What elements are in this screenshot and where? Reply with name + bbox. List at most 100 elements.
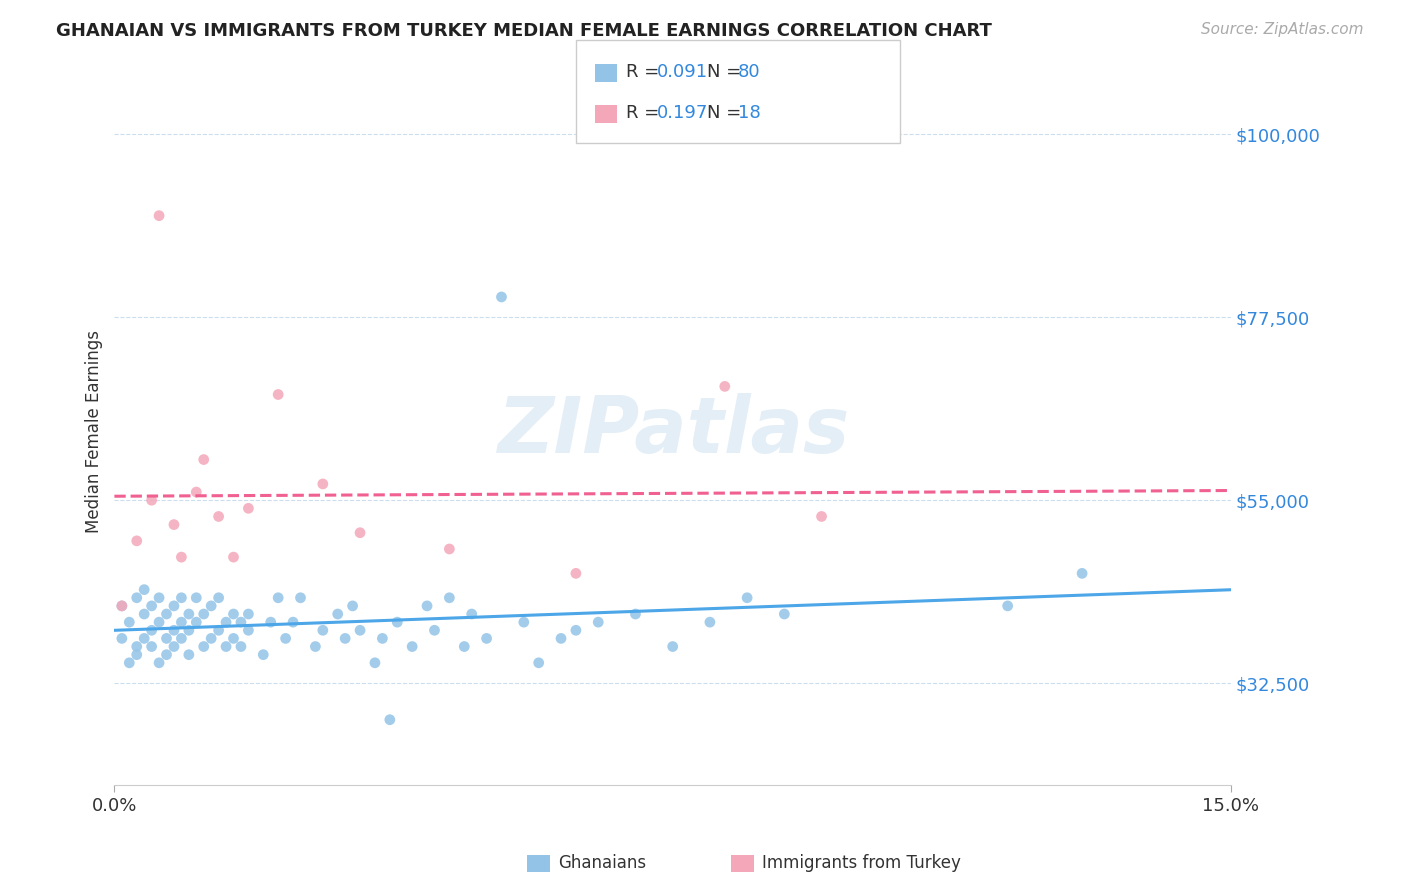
Point: [215, 640, 238, 654]
Text: N =: N =: [707, 104, 747, 122]
Point: [378, 713, 401, 727]
Point: [401, 640, 423, 654]
Point: [215, 615, 238, 629]
Point: [118, 656, 141, 670]
Point: [810, 509, 832, 524]
Point: [111, 632, 134, 646]
Point: [222, 632, 245, 646]
Point: [207, 591, 229, 605]
Point: [229, 615, 252, 629]
Point: [186, 485, 208, 500]
Point: [141, 599, 163, 613]
Text: 80: 80: [738, 63, 761, 81]
Point: [661, 640, 683, 654]
Text: R =: R =: [626, 63, 665, 81]
Point: [312, 624, 335, 638]
Point: [200, 632, 222, 646]
Point: [111, 599, 134, 613]
Text: Source: ZipAtlas.com: Source: ZipAtlas.com: [1201, 22, 1364, 37]
Point: [193, 452, 215, 467]
Point: [333, 632, 356, 646]
Point: [177, 624, 200, 638]
Text: 0.091: 0.091: [657, 63, 707, 81]
Point: [229, 640, 252, 654]
Point: [423, 624, 446, 638]
Point: [349, 525, 371, 540]
Point: [125, 648, 148, 662]
Point: [565, 624, 588, 638]
Point: [565, 566, 588, 581]
Y-axis label: Median Female Earnings: Median Female Earnings: [86, 330, 103, 533]
Point: [475, 632, 498, 646]
Point: [163, 640, 186, 654]
Point: [527, 656, 550, 670]
Text: ZIPatlas: ZIPatlas: [496, 393, 849, 469]
Text: GHANAIAN VS IMMIGRANTS FROM TURKEY MEDIAN FEMALE EARNINGS CORRELATION CHART: GHANAIAN VS IMMIGRANTS FROM TURKEY MEDIA…: [56, 22, 993, 40]
Point: [193, 607, 215, 621]
Point: [170, 615, 193, 629]
Point: [439, 591, 461, 605]
Point: [238, 501, 260, 516]
Point: [207, 624, 229, 638]
Point: [252, 648, 274, 662]
Point: [439, 541, 461, 556]
Point: [304, 640, 326, 654]
Point: [260, 615, 283, 629]
Point: [274, 632, 297, 646]
Point: [141, 493, 163, 508]
Point: [387, 615, 409, 629]
Point: [125, 591, 148, 605]
Point: [170, 550, 193, 565]
Point: [290, 591, 312, 605]
Point: [222, 607, 245, 621]
Point: [134, 607, 156, 621]
Point: [163, 599, 186, 613]
Point: [267, 387, 290, 401]
Point: [148, 615, 170, 629]
Point: [163, 517, 186, 532]
Point: [193, 640, 215, 654]
Point: [148, 209, 170, 223]
Text: R =: R =: [626, 104, 665, 122]
Point: [491, 290, 513, 304]
Point: [735, 591, 758, 605]
Point: [134, 582, 156, 597]
Point: [222, 550, 245, 565]
Point: [170, 632, 193, 646]
Text: 0.197: 0.197: [657, 104, 709, 122]
Point: [125, 640, 148, 654]
Point: [238, 607, 260, 621]
Point: [134, 632, 156, 646]
Point: [177, 648, 200, 662]
Point: [155, 607, 177, 621]
Point: [141, 624, 163, 638]
Point: [163, 624, 186, 638]
Point: [170, 591, 193, 605]
Point: [186, 591, 208, 605]
Point: [416, 599, 439, 613]
Point: [513, 615, 536, 629]
Point: [118, 615, 141, 629]
Point: [238, 624, 260, 638]
Point: [453, 640, 475, 654]
Point: [371, 632, 394, 646]
Text: Immigrants from Turkey: Immigrants from Turkey: [762, 855, 960, 872]
Point: [699, 615, 721, 629]
Point: [177, 607, 200, 621]
Text: N =: N =: [707, 63, 747, 81]
Point: [342, 599, 364, 613]
Point: [148, 656, 170, 670]
Point: [1071, 566, 1094, 581]
Text: 18: 18: [738, 104, 761, 122]
Point: [207, 509, 229, 524]
Point: [714, 379, 737, 393]
Point: [281, 615, 304, 629]
Point: [586, 615, 609, 629]
Point: [460, 607, 482, 621]
Point: [624, 607, 647, 621]
Point: [200, 599, 222, 613]
Point: [267, 591, 290, 605]
Point: [550, 632, 572, 646]
Point: [349, 624, 371, 638]
Point: [326, 607, 349, 621]
